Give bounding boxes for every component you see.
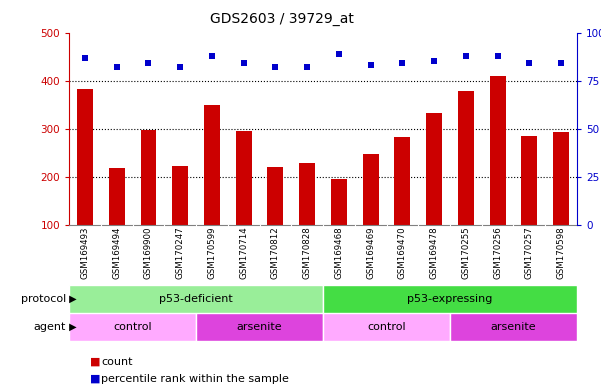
Point	[493, 53, 502, 59]
Text: ▶: ▶	[66, 294, 76, 304]
Bar	[77, 89, 93, 225]
Point	[461, 53, 471, 59]
Text: agent: agent	[34, 322, 66, 332]
Point	[557, 60, 566, 66]
Point	[429, 58, 439, 65]
Text: p53-deficient: p53-deficient	[159, 294, 233, 304]
Bar	[172, 166, 188, 225]
Text: control: control	[367, 322, 406, 332]
Bar	[426, 113, 442, 225]
Point	[334, 51, 344, 57]
Text: GDS2603 / 39729_at: GDS2603 / 39729_at	[210, 12, 355, 25]
Text: control: control	[113, 322, 152, 332]
Bar	[522, 136, 537, 225]
Bar	[204, 105, 220, 225]
Text: ■: ■	[90, 357, 100, 367]
Bar	[490, 76, 505, 225]
Point	[525, 60, 534, 66]
Bar	[196, 313, 323, 341]
Point	[144, 60, 153, 66]
Bar	[323, 313, 450, 341]
Point	[80, 55, 90, 61]
Point	[366, 62, 376, 68]
Text: arsenite: arsenite	[237, 322, 282, 332]
Bar	[109, 168, 124, 225]
Bar	[141, 130, 156, 225]
Bar	[363, 154, 379, 225]
Bar	[458, 91, 474, 225]
Point	[207, 53, 217, 59]
Point	[175, 64, 185, 70]
Text: count: count	[101, 357, 132, 367]
Bar	[450, 313, 577, 341]
Bar	[331, 179, 347, 225]
Text: ■: ■	[90, 374, 100, 384]
Text: p53-expressing: p53-expressing	[407, 294, 493, 304]
Bar	[553, 132, 569, 225]
Text: percentile rank within the sample: percentile rank within the sample	[101, 374, 289, 384]
Bar	[236, 131, 252, 225]
Text: arsenite: arsenite	[490, 322, 536, 332]
Point	[398, 60, 407, 66]
Text: protocol: protocol	[21, 294, 66, 304]
Bar	[69, 285, 323, 313]
Point	[112, 64, 121, 70]
Bar	[394, 137, 410, 225]
Bar	[299, 163, 315, 225]
Bar	[267, 167, 283, 225]
Point	[239, 60, 248, 66]
Point	[270, 64, 280, 70]
Bar	[323, 285, 577, 313]
Text: ▶: ▶	[66, 322, 76, 332]
Point	[302, 64, 312, 70]
Bar	[69, 313, 196, 341]
